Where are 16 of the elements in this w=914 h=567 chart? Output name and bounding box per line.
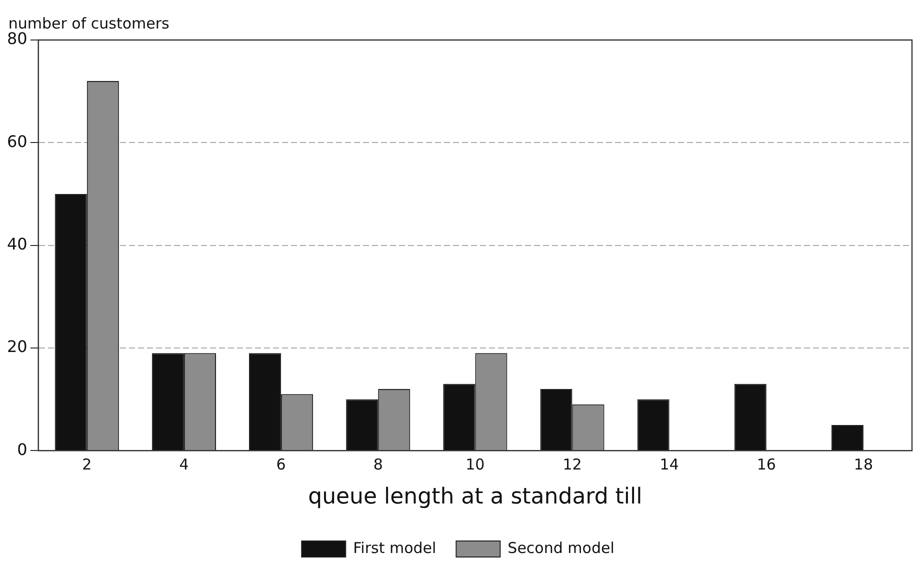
x-tick-label: 2 xyxy=(82,455,92,474)
x-tick-label: 6 xyxy=(276,455,286,474)
y-tick-label: 20 xyxy=(7,337,28,356)
x-tick-label: 10 xyxy=(466,455,485,474)
y-tick-label: 60 xyxy=(7,132,28,151)
legend-label: Second model xyxy=(508,538,614,557)
x-tick-label: 18 xyxy=(854,455,874,474)
x-axis-title: queue length at a standard till xyxy=(308,484,642,510)
x-tick-label: 12 xyxy=(562,455,582,474)
legend-label: First model xyxy=(353,538,436,557)
y-tick-label: 40 xyxy=(7,234,28,254)
y-tick-label: 0 xyxy=(17,440,28,459)
x-tick-label: 14 xyxy=(660,455,679,474)
x-tick-label: 16 xyxy=(756,455,776,474)
x-tick-label: 8 xyxy=(373,455,383,474)
x-tick-label: 4 xyxy=(179,455,189,474)
